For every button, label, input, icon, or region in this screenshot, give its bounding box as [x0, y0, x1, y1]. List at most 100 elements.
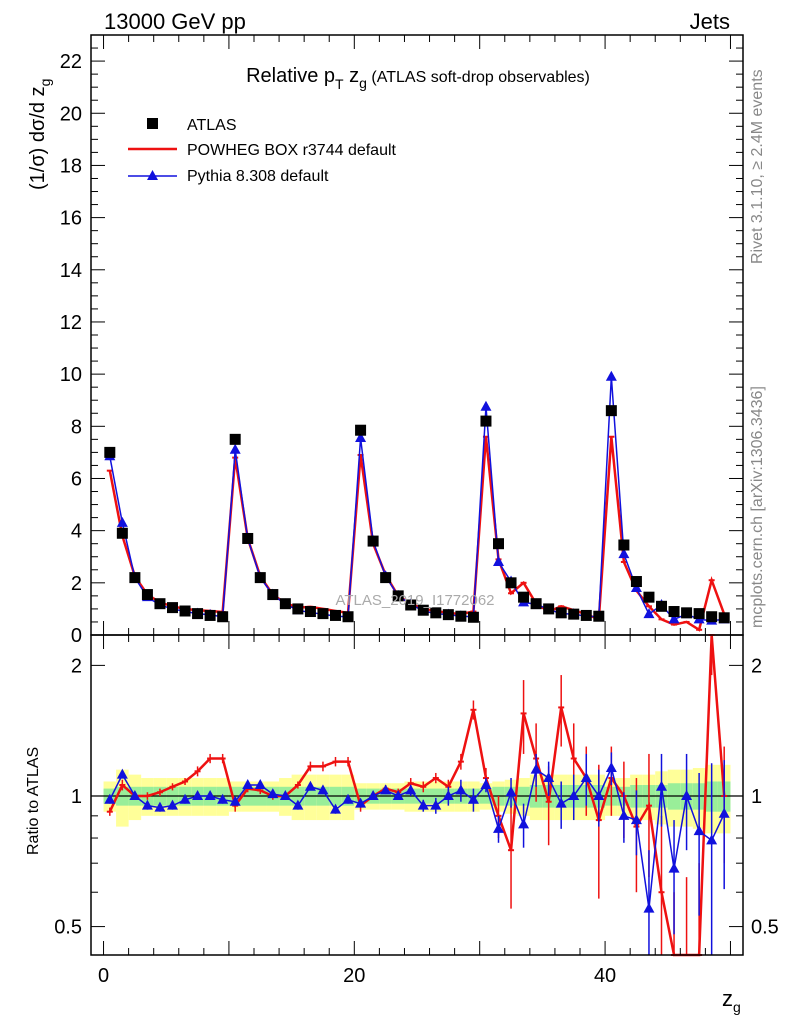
pythia-ratio-point	[493, 822, 504, 833]
main-y-axis-label-sub: g	[37, 79, 53, 87]
pythia-ratio-point	[668, 862, 680, 873]
atlas-data-point	[330, 609, 341, 621]
main-y-tick-label: 2	[71, 573, 82, 595]
pythia-main-point	[605, 370, 617, 381]
pythia-main-point	[229, 443, 241, 454]
pythia-ratio-point	[693, 825, 705, 836]
x-tick-label: 20	[343, 965, 365, 987]
analysis-watermark: ATLAS_2019_I1772062	[335, 592, 494, 609]
atlas-data-point	[304, 606, 316, 618]
pythia-ratio-point	[543, 772, 555, 783]
atlas-data-point	[229, 433, 241, 445]
main-y-tick-label: 0	[71, 625, 82, 647]
atlas-data-point	[192, 608, 204, 620]
atlas-data-point	[505, 577, 517, 589]
main-y-tick-label: 16	[60, 208, 82, 230]
ratio-y-tick-label: 0.5	[54, 917, 82, 939]
x-axis-label-main: z	[722, 986, 733, 1011]
atlas-data-point	[217, 611, 229, 623]
atlas-data-point	[367, 535, 379, 547]
pythia-ratio-point	[317, 784, 329, 795]
plot-title: Relative pT zg (ATLAS soft-drop observab…	[246, 65, 590, 92]
atlas-data-point	[618, 539, 630, 551]
atlas-data-point	[706, 611, 718, 623]
pythia-ratio-point	[154, 801, 166, 812]
legend-label-pythia: Pythia 8.308 default	[187, 168, 329, 185]
collision-energy-label: 13000 GeV pp	[104, 9, 246, 34]
pythia-ratio-point	[555, 797, 567, 808]
pythia-ratio-point	[455, 784, 467, 795]
atlas-data-point	[104, 446, 116, 458]
main-y-axis-label: (1/σ) dσ/d zg	[27, 79, 53, 190]
atlas-data-point	[154, 598, 166, 610]
main-y-tick-label: 14	[60, 260, 82, 282]
atlas-data-point	[430, 607, 442, 619]
atlas-data-point	[442, 609, 454, 621]
main-y-tick-label: 18	[60, 155, 82, 177]
main-y-tick-label: 4	[71, 521, 82, 543]
atlas-data-point	[568, 608, 580, 620]
pythia-ratio-point	[467, 793, 479, 804]
ratio-plot-panel: 0.5 0.51 12 20 20 40	[54, 634, 779, 987]
atlas-data-point	[417, 604, 429, 616]
pythia-ratio-point	[580, 772, 592, 783]
pythia-ratio-point	[392, 789, 404, 800]
atlas-data-point	[342, 611, 354, 623]
pythia-ratio-point	[568, 789, 580, 800]
pythia-main-point	[480, 400, 492, 411]
pythia-ratio-point	[355, 797, 367, 808]
atlas-data-point	[116, 527, 128, 539]
pythia-ratio-point	[292, 799, 304, 810]
legend: ATLAS POWHEG BOX r3744 default Pythia 8.…	[128, 117, 397, 185]
pythia-main-point	[618, 548, 630, 559]
pythia-ratio-point	[242, 779, 254, 790]
pythia-main-point	[643, 608, 655, 619]
atlas-data-point	[656, 600, 667, 612]
atlas-data-point	[718, 612, 730, 624]
x-tick-label: 0	[98, 965, 109, 987]
pythia-ratio-point	[417, 799, 429, 810]
atlas-data-point	[467, 611, 479, 623]
atlas-data-point	[267, 589, 279, 601]
atlas-data-point	[681, 607, 693, 619]
x-tick-label: 40	[594, 965, 616, 987]
main-y-tick-label: 20	[60, 103, 82, 125]
rivet-version-label: Rivet 3.1.10, ≥ 2.4M events	[749, 69, 766, 264]
pythia-ratio-point	[204, 789, 216, 800]
atlas-data-point	[593, 610, 605, 622]
legend-label-powheg: POWHEG BOX r3744 default	[187, 142, 397, 159]
atlas-data-point	[355, 424, 367, 436]
atlas-data-point	[317, 608, 329, 620]
pythia-ratio-point	[380, 784, 392, 795]
x-axis-label-sub: g	[733, 999, 741, 1015]
pythia-ratio-point	[630, 814, 642, 825]
pythia-ratio-point	[718, 807, 730, 818]
pythia-ratio-point	[367, 789, 379, 800]
main-y-tick-label: 6	[71, 468, 82, 490]
pythia-ratio-point	[330, 803, 341, 814]
atlas-data-point	[179, 605, 191, 617]
pythia-ratio-point	[505, 786, 517, 797]
plot-title-sub2: g	[359, 75, 367, 91]
pythia-ratio-point	[593, 789, 605, 800]
atlas-data-point	[518, 591, 530, 603]
atlas-data-point	[693, 608, 705, 620]
pythia-ratio-point	[167, 799, 178, 810]
pythia-ratio-point	[254, 779, 266, 790]
atlas-data-point	[242, 532, 254, 544]
pythia-ratio-point	[530, 763, 542, 774]
atlas-data-point	[480, 415, 492, 427]
pythia-main-point	[668, 613, 680, 624]
atlas-data-point	[254, 572, 266, 584]
atlas-data-point	[530, 598, 542, 610]
pythia-ratio-point	[179, 793, 191, 804]
legend-marker-pythia	[147, 170, 158, 180]
main-y-axis-label-main: (1/σ) dσ/d z	[27, 86, 49, 190]
atlas-data-point	[605, 405, 617, 417]
legend-label-atlas: ATLAS	[187, 117, 237, 134]
atlas-data-point	[555, 607, 567, 619]
atlas-data-point	[493, 538, 504, 550]
atlas-data-point	[279, 598, 291, 610]
pythia-main-point	[355, 432, 367, 443]
ratio-y-tick-label-right: 2	[751, 655, 762, 677]
